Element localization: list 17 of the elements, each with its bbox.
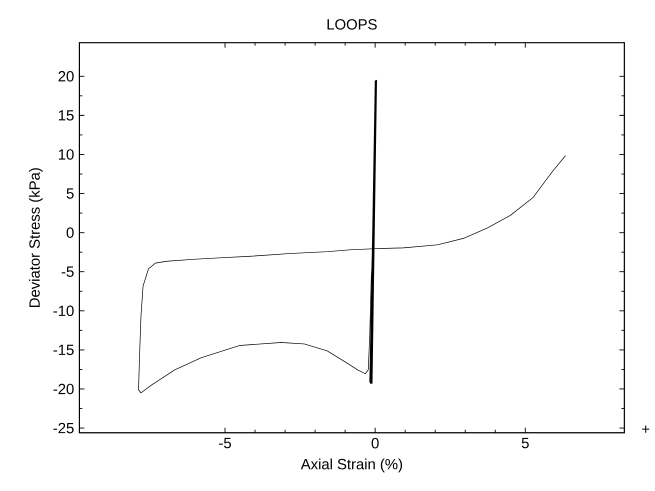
x-tick-label: 5 [522,438,529,448]
y-tick-label: -25 [53,422,74,434]
y-tick-label: 5 [66,188,74,199]
y-tick-label: 10 [58,149,74,160]
y-tick-label: 20 [58,70,74,82]
y-tick-label: -20 [53,384,74,394]
y-tick-label: -15 [53,344,74,355]
x-axis-title: Axial Strain (%) [300,458,402,472]
x-tick-label: 0 [372,438,379,448]
y-tick-label: -10 [53,305,74,316]
y-axis-title: Deviator Stress (kPa) [28,168,43,307]
y-tick-label: 0 [66,227,74,238]
x-tick-label: -5 [219,438,232,448]
chart-title: LOOPS [328,18,377,30]
text: + [642,425,650,433]
y-tick-label: -5 [62,266,74,277]
y-tick-label: 15 [58,110,74,120]
